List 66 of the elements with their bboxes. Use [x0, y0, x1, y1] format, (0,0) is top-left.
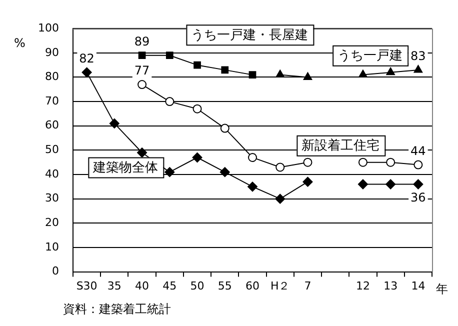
annotation: 83	[410, 49, 426, 64]
x-tick-label: 12	[356, 279, 370, 292]
y-tick-label: 80	[44, 70, 59, 84]
point	[192, 104, 202, 114]
annotation: 44	[410, 144, 426, 158]
x-tick-label: 50	[190, 279, 204, 292]
series-label: 建築物全体	[92, 160, 158, 176]
point	[166, 52, 174, 60]
point	[358, 158, 368, 167]
x-tick-label: 7	[304, 279, 312, 292]
y-tick-label: 40	[44, 167, 59, 180]
point	[275, 194, 286, 204]
x-tick-label: 55	[218, 279, 232, 292]
y-tick-label: 0	[52, 264, 59, 278]
y-tick-label: 100	[38, 21, 59, 34]
annotation: 89	[134, 34, 150, 48]
point	[138, 80, 147, 90]
y-tick-label: 50	[44, 143, 59, 156]
x-tick-label: H２	[270, 279, 290, 292]
x-tick-label: 40	[135, 279, 150, 292]
point	[194, 61, 201, 69]
y-axis-title: %	[14, 36, 26, 50]
point	[138, 52, 146, 60]
x-tick-label: 45	[162, 279, 177, 292]
x-tick-label: 35	[107, 279, 122, 292]
x-tick-label: 14	[411, 279, 426, 292]
point	[248, 182, 258, 192]
point	[192, 152, 202, 162]
point	[386, 67, 395, 76]
point	[386, 158, 396, 167]
point	[164, 167, 175, 178]
point	[303, 72, 312, 80]
point	[303, 158, 312, 167]
point	[413, 179, 424, 190]
point	[220, 167, 230, 178]
y-tick-label: 90	[44, 46, 59, 59]
point	[302, 176, 313, 187]
x-tick-label: 60	[246, 279, 260, 292]
point	[220, 124, 230, 133]
y-tick-label: 10	[44, 240, 59, 254]
x-tick-label: S30	[76, 279, 98, 292]
point	[248, 152, 257, 162]
point	[386, 179, 396, 190]
point	[358, 179, 368, 190]
series-label: うち一戸建	[338, 48, 403, 64]
point	[109, 118, 120, 128]
annotation: 82	[79, 52, 94, 66]
point	[165, 97, 174, 106]
y-tick-label: 30	[44, 192, 59, 205]
point	[82, 67, 92, 78]
y-tick-label: 70	[44, 94, 59, 108]
series-label: うち一戸建・長屋建	[191, 28, 308, 44]
point	[414, 64, 423, 73]
annotation: 36	[410, 190, 426, 204]
annotation: 77	[134, 64, 150, 78]
y-tick-label: 20	[44, 216, 59, 230]
point	[137, 148, 148, 158]
point	[221, 66, 229, 74]
x-axis-title: 年	[436, 282, 448, 296]
point	[276, 162, 285, 172]
y-tick-label: 60	[44, 118, 59, 132]
text: 資料：建築着工統計	[62, 302, 171, 316]
x-tick-label: 13	[384, 279, 398, 292]
point	[414, 160, 423, 170]
point	[248, 71, 256, 78]
series-label: 新設着工住宅	[302, 138, 380, 154]
